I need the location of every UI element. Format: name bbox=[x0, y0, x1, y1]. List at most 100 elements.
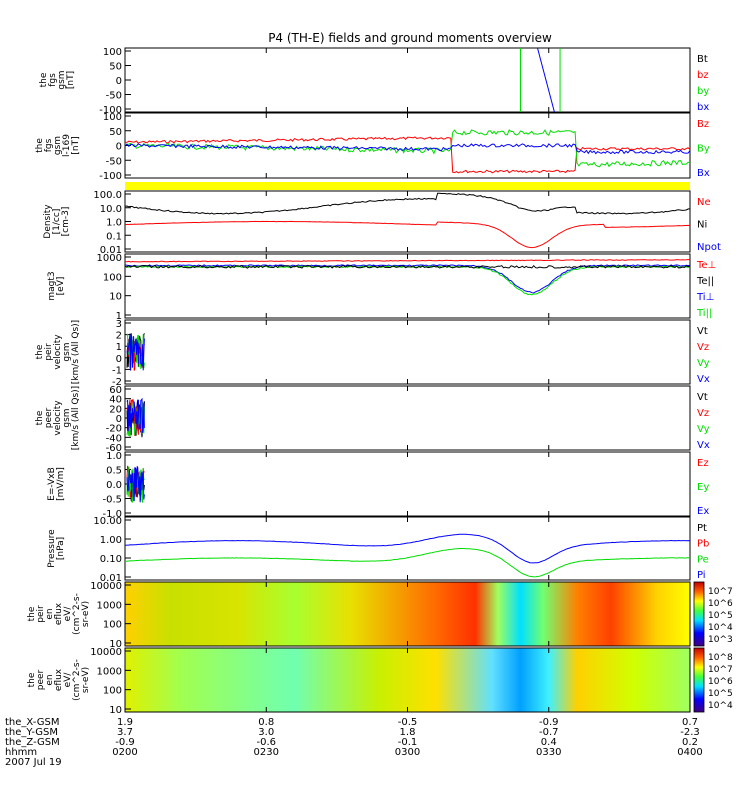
panel-8: 10.00 1.00 0.10 0.01 Pressure [nPa] Pt Pb Pe Pi bbox=[47, 516, 709, 584]
trace-burst bbox=[126, 466, 145, 503]
xaxis-value: 0400 bbox=[677, 747, 702, 758]
panel-7: 1.0 0.5 0.0 -0.5 -1.0 E=-VxB [mV/m] Ez Ey Ex bbox=[47, 451, 709, 520]
y-tick-label: -50 bbox=[106, 156, 122, 167]
y-tick-label: -0.5 bbox=[102, 495, 122, 506]
panel-frame bbox=[124, 47, 691, 113]
trace-Ti-perp bbox=[124, 264, 691, 294]
y-tick-label: 1.00 bbox=[100, 535, 122, 546]
trace-burst bbox=[126, 397, 145, 433]
y-tick-label: 10000 bbox=[90, 647, 122, 658]
y-axis-label: [mV/m] bbox=[56, 467, 66, 501]
y-axis-label: magt3 bbox=[47, 271, 57, 300]
y-tick-label: 10000 bbox=[90, 581, 122, 592]
y-tick-label: 0.01 bbox=[100, 245, 122, 256]
legend-Pi: Pi bbox=[697, 570, 706, 581]
y-tick-label: 1 bbox=[116, 311, 122, 322]
y-tick-label: 1.0 bbox=[106, 218, 122, 229]
colorbar-tick: 10^6 bbox=[708, 599, 733, 609]
y-tick-label: -100 bbox=[99, 171, 122, 182]
y-tick-label: 0.1 bbox=[106, 231, 122, 242]
y-axis-label: fgs bbox=[44, 138, 54, 152]
legend-Pe: Pe bbox=[697, 554, 709, 565]
y-axis-label: eflux bbox=[54, 602, 64, 625]
xaxis-row-label: the_Z-GSM bbox=[5, 737, 60, 748]
legend-Bz: Bz bbox=[697, 119, 709, 130]
y-axis-label: gsm bbox=[62, 408, 72, 427]
panel-9: 10^7 10^6 10^5 10^4 10^3 10000 1000 100 10 the pei… bbox=[27, 581, 733, 650]
y-axis-label: fgs bbox=[48, 73, 58, 87]
panel-4: 1000 100 10 1 magt3 [eV] Te⊥ Te|| Ti⊥ Ti|| bbox=[47, 253, 716, 322]
spectrogram bbox=[125, 648, 690, 712]
y-tick-label: 0 bbox=[116, 142, 122, 153]
legend-Vy: Vy bbox=[697, 358, 710, 369]
y-axis-label: sr-eV) bbox=[81, 667, 91, 693]
trace-Te-perp bbox=[124, 258, 691, 263]
colorbar bbox=[693, 581, 705, 647]
y-tick-label: -2 bbox=[112, 377, 122, 388]
trace-Bx bbox=[124, 143, 691, 155]
colorbar-tick: 10^5 bbox=[708, 611, 733, 621]
xaxis-value: -0.7 bbox=[539, 727, 559, 738]
panel-10: 10^8 10^7 10^6 10^5 10^4 10000 1000 100 10 the pee… bbox=[27, 647, 733, 716]
colorbar-tick: 10^7 bbox=[708, 665, 733, 675]
xaxis-value: 0.8 bbox=[258, 717, 274, 728]
legend-By: By bbox=[697, 144, 710, 155]
y-tick-label: 100 bbox=[103, 112, 122, 123]
y-tick-label: 0 bbox=[116, 354, 122, 365]
y-tick-label: 0.10 bbox=[100, 554, 122, 565]
xaxis-value: -0.9 bbox=[539, 717, 559, 728]
y-tick-label: 40 bbox=[109, 395, 122, 406]
panel-2: 100 50 0 -50 -100 the fgs gsm l-169 [nT] Bz By Bx bbox=[35, 112, 710, 182]
y-axis-label: (cm^2-s- bbox=[72, 593, 82, 635]
y-axis-label: velocity bbox=[53, 334, 63, 370]
panel-frame bbox=[124, 253, 691, 319]
xaxis-value: 0230 bbox=[254, 747, 279, 758]
trace-Ni bbox=[124, 192, 691, 215]
y-axis-label: l-169 bbox=[62, 134, 72, 157]
y-axis-label: [nT] bbox=[66, 71, 76, 89]
xaxis-value: -0.1 bbox=[398, 737, 418, 748]
y-axis-label: gsm bbox=[62, 342, 72, 361]
legend-Te||: Te|| bbox=[696, 276, 714, 287]
y-tick-label: 1 bbox=[116, 342, 122, 353]
colorbar-tick: 10^4 bbox=[708, 701, 733, 711]
legend-Vx: Vx bbox=[697, 440, 710, 451]
y-axis-label: [km/s (All Qs)] bbox=[71, 320, 81, 384]
y-axis-label: [eV] bbox=[56, 277, 66, 296]
y-tick-label: 0.01 bbox=[100, 573, 122, 584]
legend-bx: bx bbox=[697, 102, 709, 113]
legend-Vt: Vt bbox=[697, 326, 708, 337]
y-tick-label: 1.0 bbox=[106, 451, 122, 462]
xaxis-value: -0.6 bbox=[256, 737, 276, 748]
y-tick-label: 50 bbox=[109, 62, 122, 73]
xaxis-value: 3.0 bbox=[258, 727, 274, 738]
trace-bx bbox=[537, 47, 555, 113]
y-tick-label: -1.0 bbox=[102, 509, 122, 520]
legend-Pt: Pt bbox=[697, 523, 707, 534]
panel-frame bbox=[124, 190, 691, 253]
y-axis-label: gsm bbox=[57, 70, 67, 89]
legend-Npot: Npot bbox=[697, 242, 721, 253]
quality-flag-bar bbox=[125, 182, 690, 190]
y-tick-label: 100 bbox=[103, 47, 122, 58]
legend-Ne: Ne bbox=[697, 197, 711, 208]
y-axis-label: E=-VxB bbox=[47, 467, 57, 501]
trace-burst bbox=[126, 333, 145, 371]
xaxis-value: 0.4 bbox=[541, 737, 557, 748]
y-tick-label: 10 bbox=[109, 639, 122, 650]
y-tick-label: 2 bbox=[116, 331, 122, 342]
y-axis-label: the bbox=[35, 138, 45, 153]
y-tick-label: -50 bbox=[106, 91, 122, 102]
y-tick-label: 0 bbox=[116, 76, 122, 87]
y-axis-label: [cm-3] bbox=[61, 207, 71, 237]
y-tick-label: -20 bbox=[106, 424, 122, 435]
colorbar-tick: 10^8 bbox=[708, 653, 733, 663]
y-tick-label: 100 bbox=[103, 272, 122, 283]
colorbar-tick: 10^6 bbox=[708, 677, 733, 687]
panel-frame bbox=[124, 451, 691, 517]
colorbar-tick: 10^5 bbox=[708, 689, 733, 699]
trace-burst bbox=[126, 401, 145, 437]
